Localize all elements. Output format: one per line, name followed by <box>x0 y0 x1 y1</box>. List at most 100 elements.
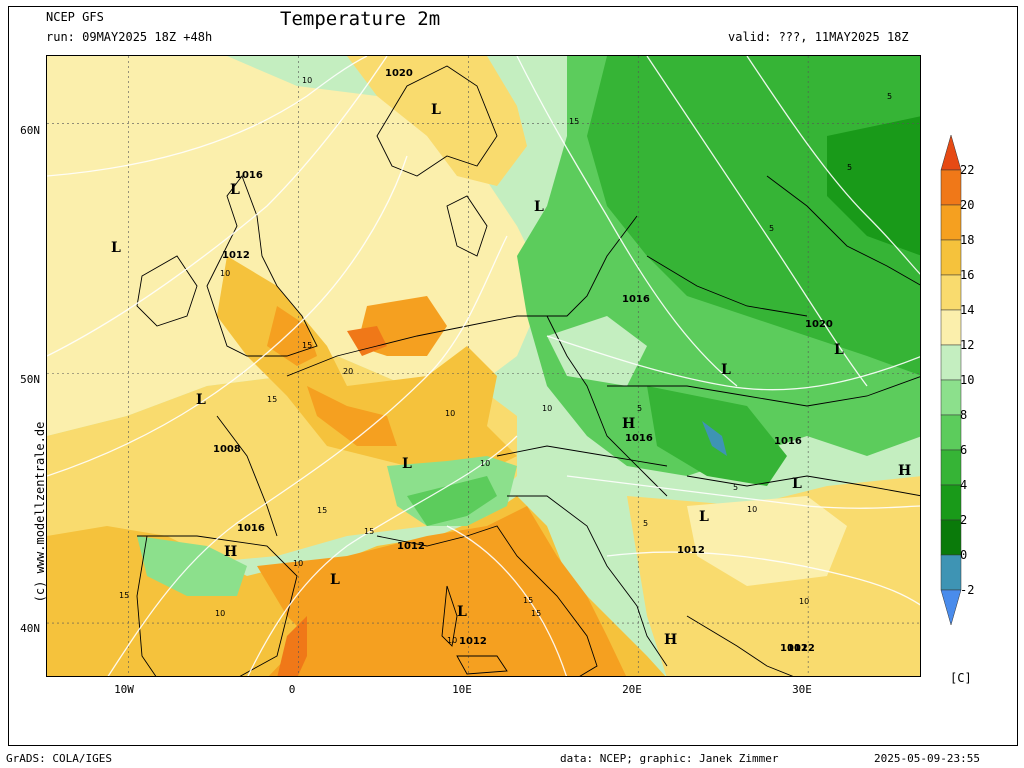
scale-color-band <box>940 169 962 206</box>
temperature-field-region <box>277 616 307 676</box>
scale-tick-label: 4 <box>960 478 968 492</box>
unit-label: [C] <box>950 671 972 685</box>
lon-tick-20e: 20E <box>622 683 642 696</box>
scale-color-band <box>940 449 962 486</box>
isotherm-value-label: 15 <box>531 609 541 618</box>
color-scale-bar <box>940 135 962 626</box>
isotherm-value-label: 15 <box>317 506 327 515</box>
coastline <box>136 535 157 676</box>
isotherm-value-label: 10 <box>302 76 312 85</box>
scale-bottom-arrow <box>940 589 962 626</box>
pressure-value-label: 1020 <box>805 319 833 330</box>
temperature-field-region <box>347 56 527 186</box>
coastline <box>286 215 638 377</box>
pressure-value-label: 1016 <box>625 433 653 444</box>
pressure-system-marker: L <box>402 456 412 472</box>
isobar-line <box>107 235 508 676</box>
coastline <box>376 525 598 676</box>
scale-color-band <box>940 204 962 241</box>
scale-color-band <box>940 379 962 416</box>
pressure-value-label: 1012 <box>677 545 705 556</box>
isobar-line <box>47 155 408 477</box>
isotherm-value-label: 10 <box>445 409 455 418</box>
coastline <box>216 415 278 537</box>
scale-tick-label: 22 <box>960 163 975 177</box>
pressure-system-marker: L <box>196 392 206 408</box>
isotherm-value-label: 5 <box>643 519 648 528</box>
lat-tick-50n: 50N <box>20 373 40 386</box>
scale-color-band <box>940 239 962 276</box>
isotherm-value-label: 10 <box>542 404 552 413</box>
lon-tick-10w: 10W <box>114 683 134 696</box>
scale-tick-label: 0 <box>960 548 968 562</box>
isobar-line <box>47 56 388 357</box>
coastline <box>496 445 668 467</box>
run-info: run: 09MAY2025 18Z +48h <box>46 30 213 44</box>
temperature-field-region <box>702 421 727 456</box>
isotherm-value-label: 10 <box>447 636 457 645</box>
isobar-line <box>606 551 920 606</box>
temperature-field-region <box>547 316 647 386</box>
pressure-system-marker: L <box>330 572 340 588</box>
pressure-system-marker: H <box>224 544 237 560</box>
temperature-field-region <box>687 496 847 586</box>
scale-tick-label: 18 <box>960 233 975 247</box>
pressure-system-marker: H <box>898 463 911 479</box>
isobar-line <box>566 475 920 509</box>
scale-tick-label: 20 <box>960 198 975 212</box>
scale-tick-label: 16 <box>960 268 975 282</box>
isotherm-value-label: 5 <box>637 404 642 413</box>
pressure-system-marker: L <box>834 342 844 358</box>
temperature-field-region <box>347 326 387 356</box>
pressure-system-marker: L <box>721 362 731 378</box>
coastline <box>546 315 668 497</box>
coastline <box>206 175 318 357</box>
scale-tick-label: 6 <box>960 443 968 457</box>
isotherm-value-label: 10 <box>747 505 757 514</box>
pressure-value-label: 1012 <box>222 250 250 261</box>
figure-frame <box>8 6 1018 746</box>
temperature-field-region <box>307 386 397 446</box>
isotherm-value-label: 10 <box>480 459 490 468</box>
isotherm-value-label: 5 <box>733 483 738 492</box>
coastline <box>456 655 508 675</box>
pressure-value-label: 1012 <box>780 643 808 654</box>
isobar-line <box>546 335 920 391</box>
isobar-line <box>247 435 518 676</box>
coastline <box>646 255 808 317</box>
temperature-map: 1020 1016 1012 1008 1016 1020 1016 1016 1016 1012… <box>46 55 921 677</box>
temperature-field-region <box>827 116 920 256</box>
coastline <box>441 585 458 647</box>
pressure-system-marker: L <box>111 240 121 256</box>
pressure-system-marker: H <box>622 416 635 432</box>
isobar-line <box>446 525 568 676</box>
isotherm-value-label: 10 <box>215 609 225 618</box>
lon-tick-30e: 30E <box>792 683 812 696</box>
scale-color-band <box>940 554 962 591</box>
temperature-field-region <box>407 476 497 526</box>
isotherm-value-label: 10 <box>293 559 303 568</box>
isotherm-value-label: 15 <box>302 341 312 350</box>
coastline <box>766 175 920 286</box>
lat-tick-40n: 40N <box>20 622 40 635</box>
coastline <box>137 535 298 676</box>
scale-color-band <box>940 344 962 381</box>
isotherm-value-label: 5 <box>847 163 852 172</box>
pressure-system-marker: L <box>792 476 802 492</box>
lon-tick-10e: 10E <box>452 683 472 696</box>
isotherm-value-label: 5 <box>769 224 774 233</box>
scale-color-band <box>940 484 962 521</box>
isotherm-value-label: 20 <box>343 367 353 376</box>
scale-tick-label: 10 <box>960 373 975 387</box>
map-title: Temperature 2m <box>280 8 441 30</box>
scale-tick-label: 8 <box>960 408 968 422</box>
pressure-system-marker: L <box>457 604 467 620</box>
isobar-line <box>47 56 368 177</box>
pressure-value-label: 1016 <box>774 436 802 447</box>
watermark: (c) www.modellzentrale.de <box>33 421 47 603</box>
pressure-system-marker: L <box>431 102 441 118</box>
pressure-system-marker: L <box>230 182 240 198</box>
pressure-system-marker: H <box>664 632 677 648</box>
isotherm-value-label: 15 <box>569 117 579 126</box>
pressure-value-label: 1016 <box>237 523 265 534</box>
